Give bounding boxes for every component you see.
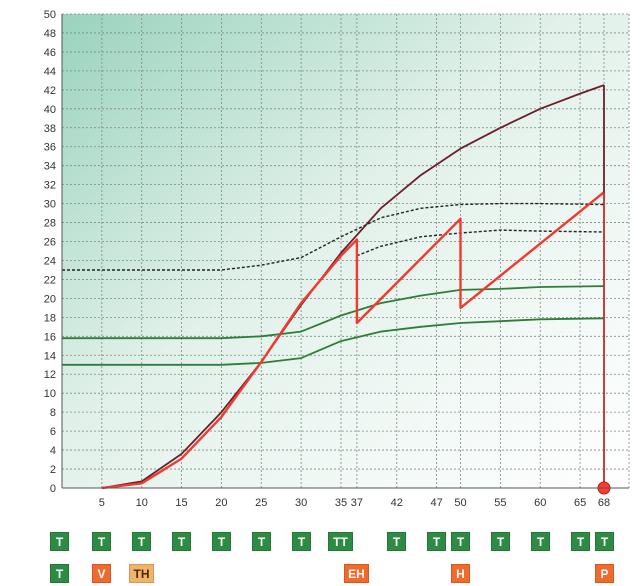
badge-t[interactable]: T <box>252 532 271 551</box>
x-tick-label: 65 <box>574 497 586 509</box>
x-tick-label: 25 <box>255 497 267 509</box>
y-tick-label: 46 <box>44 47 56 59</box>
badge-t[interactable]: T <box>531 532 550 551</box>
y-tick-label: 44 <box>44 66 56 78</box>
x-tick-label: 47 <box>430 497 442 509</box>
y-tick-label: 42 <box>44 85 56 97</box>
y-tick-label: 34 <box>44 161 56 173</box>
y-tick-label: 10 <box>44 388 56 400</box>
badge-t[interactable]: T <box>92 532 111 551</box>
badge-t[interactable]: T <box>50 532 69 551</box>
y-tick-label: 14 <box>44 350 56 362</box>
y-tick-label: 20 <box>44 293 56 305</box>
y-tick-label: 38 <box>44 123 56 135</box>
y-tick-label: 40 <box>44 104 56 116</box>
x-tick-label: 35 <box>335 497 347 509</box>
y-tick-label: 12 <box>44 369 56 381</box>
badge-t[interactable]: T <box>571 532 590 551</box>
badge-t[interactable]: T <box>451 532 470 551</box>
y-tick-label: 22 <box>44 274 56 286</box>
y-tick-label: 24 <box>44 255 56 267</box>
y-tick-label: 28 <box>44 218 56 230</box>
badge-v[interactable]: V <box>92 564 111 583</box>
badge-t[interactable]: T <box>491 532 510 551</box>
badge-th[interactable]: TH <box>129 564 154 583</box>
badge-t[interactable]: T <box>50 564 69 583</box>
y-tick-label: 36 <box>44 142 56 154</box>
y-tick-label: 50 <box>44 9 56 21</box>
series-line-3 <box>62 202 605 271</box>
series-line-1 <box>101 84 605 489</box>
y-tick-label: 6 <box>50 426 56 438</box>
y-tick-label: 8 <box>50 407 56 419</box>
x-tick-label: 42 <box>391 497 403 509</box>
y-tick-label: 16 <box>44 331 56 343</box>
x-tick-label: 55 <box>494 497 506 509</box>
badge-t[interactable]: T <box>595 532 614 551</box>
badge-t[interactable]: T <box>132 532 151 551</box>
tick-labels: 0246810121416182022242628303234363840424… <box>44 9 610 509</box>
y-tick-label: 18 <box>44 312 56 324</box>
badge-t[interactable]: T <box>172 532 191 551</box>
y-tick-label: 26 <box>44 237 56 249</box>
y-tick-label: 48 <box>44 28 56 40</box>
series-line-6 <box>62 317 605 366</box>
y-tick-label: 4 <box>50 445 56 457</box>
series-layer <box>62 84 611 495</box>
x-tick-label: 60 <box>534 497 546 509</box>
x-tick-label: 15 <box>175 497 187 509</box>
y-tick-label: 2 <box>50 464 56 476</box>
badge-t[interactable]: T <box>212 532 231 551</box>
x-tick-label: 30 <box>295 497 307 509</box>
badge-t[interactable]: T <box>427 532 446 551</box>
badge-t[interactable]: T <box>292 532 311 551</box>
badge-p[interactable]: P <box>595 564 614 583</box>
y-tick-label: 30 <box>44 199 56 211</box>
x-tick-label: 50 <box>454 497 466 509</box>
badge-eh[interactable]: EH <box>344 564 369 583</box>
y-tick-label: 0 <box>50 483 56 495</box>
x-tick-label: 20 <box>215 497 227 509</box>
x-tick-label: 5 <box>99 497 105 509</box>
x-tick-label: 68 <box>598 497 610 509</box>
badge-h[interactable]: H <box>451 564 470 583</box>
chart: 0246810121416182022242628303234363840424… <box>44 9 630 509</box>
x-tick-label: 37 <box>351 497 363 509</box>
badge-t[interactable]: T <box>387 532 406 551</box>
x-tick-label: 10 <box>136 497 148 509</box>
series-line-5 <box>62 285 605 340</box>
y-tick-label: 32 <box>44 180 56 192</box>
series-line-2 <box>101 191 605 490</box>
badge-tt[interactable]: TT <box>328 532 353 551</box>
